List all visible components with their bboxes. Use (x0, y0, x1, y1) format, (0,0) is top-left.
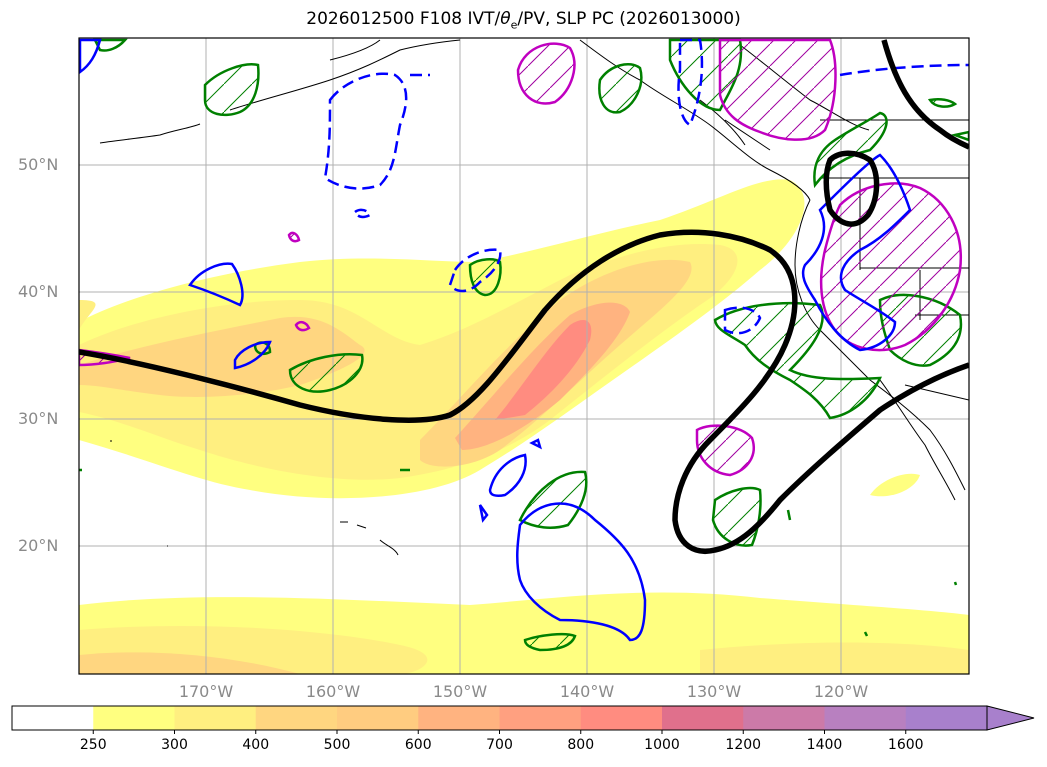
colorbar-segment (418, 706, 500, 730)
colorbar-segment (255, 706, 338, 730)
colorbar-ticks (92, 730, 907, 734)
colorbar-segment (905, 706, 988, 730)
colorbar-segment (743, 706, 825, 730)
colorbar-segment (174, 706, 257, 730)
lat-label-50n: 50°N (18, 155, 59, 174)
colorbar-tick-label: 1200 (725, 737, 762, 753)
colorbar-segment (499, 706, 582, 730)
colorbar-segment (580, 706, 663, 730)
colorbar-tick-label: 700 (486, 737, 513, 753)
colorbar-tick-label: 1600 (887, 737, 924, 753)
colorbar-segment (93, 706, 175, 730)
lat-label-30n: 30°N (18, 409, 59, 428)
lon-label-170w: 170°W (178, 682, 234, 701)
colorbar-segment (12, 706, 94, 730)
lon-label-120w: 120°W (813, 682, 869, 701)
colorbar-segment (662, 706, 744, 730)
colorbar-tick-label: 300 (161, 737, 188, 753)
colorbar-tick-label: 500 (323, 737, 351, 753)
colorbar-tick-label: 800 (567, 737, 595, 753)
colorbar-tick-label: 1400 (806, 737, 843, 753)
colorbar-tick-label: 400 (242, 737, 270, 753)
theta-e-dashed-contours (323, 38, 969, 335)
colorbar-segment (824, 706, 907, 730)
lat-label-20n: 20°N (18, 536, 59, 555)
lon-label-130w: 130°W (686, 682, 742, 701)
colorbar-tick-label: 1000 (644, 737, 680, 753)
colorbar-extend-arrow (986, 705, 1035, 731)
lon-label-140w: 140°W (559, 682, 615, 701)
lon-label-160w: 160°W (305, 682, 361, 701)
slp-contours (79, 39, 969, 554)
lon-label-150w: 150°W (432, 682, 488, 701)
theta-e-solid-contours (79, 38, 912, 642)
colorbar-segment (337, 706, 419, 730)
colorbar-tick-label: 600 (404, 737, 432, 753)
lat-label-40n: 40°N (18, 282, 59, 301)
pv-contours (79, 38, 969, 652)
colorbar-tick-label: 250 (79, 737, 107, 753)
map-frame (78, 37, 970, 675)
figure-title: 2026012500 F108 IVT/θe/PV, SLP PC (20260… (306, 9, 741, 32)
colorbar-segments (12, 706, 988, 730)
